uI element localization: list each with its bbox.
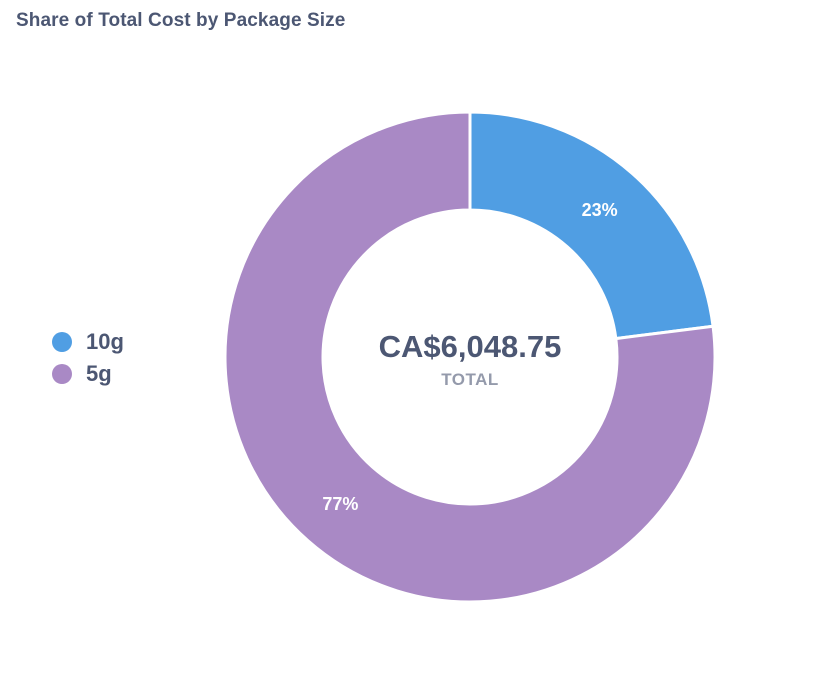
center-total-value: CA$6,048.75 [379, 329, 562, 364]
legend-label-5g: 5g [86, 360, 112, 386]
slice-label-5g: 77% [322, 494, 358, 514]
donut-slice-5g[interactable] [223, 110, 717, 604]
legend-swatch-5g [52, 363, 72, 384]
legend-swatch-10g [52, 331, 72, 352]
center-total-label: TOTAL [441, 370, 499, 389]
chart-title: Share of Total Cost by Package Size [16, 10, 346, 31]
legend-item-5g[interactable]: 5g [52, 360, 124, 387]
legend-item-10g[interactable]: 10g [52, 328, 124, 355]
slice-label-10g: 23% [582, 200, 618, 220]
legend: 10g 5g [52, 328, 124, 387]
donut-slice-10g[interactable] [468, 110, 715, 341]
legend-label-10g: 10g [86, 328, 124, 354]
